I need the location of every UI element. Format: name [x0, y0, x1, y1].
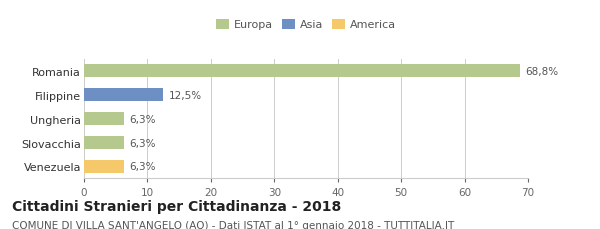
Bar [84, 89, 163, 102]
Text: 12,5%: 12,5% [169, 90, 202, 100]
Bar [84, 136, 124, 150]
Text: 6,3%: 6,3% [129, 162, 155, 172]
Text: COMUNE DI VILLA SANT'ANGELO (AQ) - Dati ISTAT al 1° gennaio 2018 - TUTTITALIA.IT: COMUNE DI VILLA SANT'ANGELO (AQ) - Dati … [12, 220, 454, 229]
Bar [84, 160, 124, 173]
Text: 68,8%: 68,8% [526, 66, 559, 76]
Bar [84, 112, 124, 126]
Legend: Europa, Asia, America: Europa, Asia, America [212, 15, 400, 35]
Bar [84, 65, 520, 78]
Text: 6,3%: 6,3% [129, 114, 155, 124]
Text: 6,3%: 6,3% [129, 138, 155, 148]
Text: Cittadini Stranieri per Cittadinanza - 2018: Cittadini Stranieri per Cittadinanza - 2… [12, 199, 341, 213]
